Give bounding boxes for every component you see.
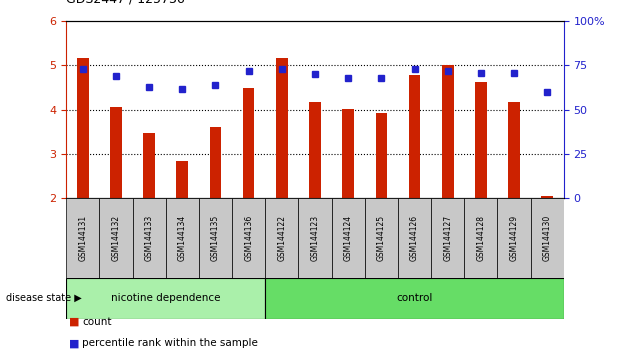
Text: GSM144129: GSM144129 [510,215,518,261]
Bar [464,198,498,278]
Text: GSM144124: GSM144124 [344,215,353,261]
Text: percentile rank within the sample: percentile rank within the sample [82,338,258,348]
Text: GSM144132: GSM144132 [112,215,120,261]
Bar [498,198,530,278]
Bar [541,196,553,198]
Bar [276,58,288,198]
Bar [166,198,199,278]
Bar [176,161,188,198]
Bar [265,198,299,278]
Text: GSM144126: GSM144126 [410,215,419,261]
Bar [110,107,122,198]
Text: count: count [82,317,112,327]
Bar [365,198,398,278]
Bar [508,102,520,198]
Text: GSM144125: GSM144125 [377,215,386,261]
Text: GSM144135: GSM144135 [211,215,220,261]
Text: GSM144127: GSM144127 [444,215,452,261]
Text: GSM144134: GSM144134 [178,215,186,261]
Bar [299,198,331,278]
Bar [232,198,265,278]
Bar [265,278,564,319]
Bar [309,102,321,198]
Text: GSM144136: GSM144136 [244,215,253,261]
Bar [409,75,420,198]
Bar [66,198,100,278]
Text: nicotine dependence: nicotine dependence [111,293,220,303]
Text: GSM144131: GSM144131 [78,215,87,261]
Text: GDS2447 / 125736: GDS2447 / 125736 [66,0,185,5]
Bar [342,109,354,198]
Text: GSM144123: GSM144123 [311,215,319,261]
Text: GSM144128: GSM144128 [476,215,485,261]
Bar [132,198,166,278]
Bar [143,133,155,198]
Text: GSM144130: GSM144130 [543,215,552,261]
Bar [431,198,464,278]
Bar [243,88,255,198]
Bar [475,82,487,198]
Bar [530,198,564,278]
Bar [331,198,365,278]
Bar [199,198,232,278]
Bar [375,113,387,198]
Text: GSM144133: GSM144133 [145,215,154,261]
Text: disease state ▶: disease state ▶ [6,293,82,303]
Text: ■: ■ [69,338,80,348]
Bar [442,65,454,198]
Text: GSM144122: GSM144122 [277,215,286,261]
Text: control: control [396,293,433,303]
Bar [77,58,89,198]
Text: ■: ■ [69,317,80,327]
Bar [398,198,431,278]
Bar [100,198,132,278]
Bar [66,278,265,319]
Bar [210,127,221,198]
